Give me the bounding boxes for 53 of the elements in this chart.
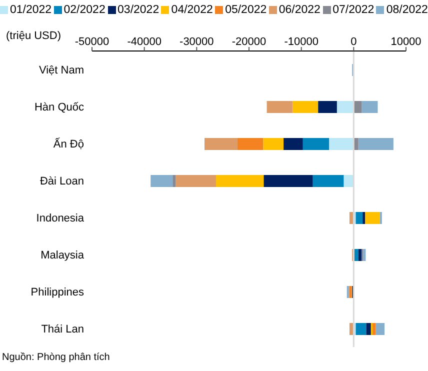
bar	[237, 138, 264, 150]
bar	[312, 175, 344, 187]
legend-label: 04/2022	[170, 4, 213, 16]
bar	[363, 249, 366, 261]
bar	[366, 323, 371, 335]
bar	[216, 175, 264, 187]
legend-label: 02/2022	[62, 4, 106, 16]
y-tick-label: Đài Loan	[40, 175, 84, 188]
bar	[344, 175, 354, 187]
bar	[358, 138, 394, 150]
y-tick-label: Thái Lan	[41, 323, 84, 336]
y-tick-label: Hàn Quốc	[34, 101, 84, 114]
text: Nguồn: Phòng phân tích	[2, 352, 110, 363]
y-tick-label: Việt Nam	[38, 64, 84, 76]
legend-label: 08/2022	[385, 4, 428, 16]
bar	[336, 101, 354, 113]
bar	[266, 101, 292, 113]
bar	[172, 175, 176, 187]
y-tick-label: Malaysia	[40, 249, 85, 262]
y-tick-label: Ấn Độ	[53, 137, 84, 150]
x-axis-title: (triệu USD)	[6, 30, 62, 42]
bar	[356, 212, 363, 224]
bar	[376, 323, 385, 335]
x-tick-label: -10000	[284, 36, 318, 48]
bar	[318, 101, 337, 113]
x-tick-label: -20000	[232, 36, 266, 48]
bar	[302, 138, 330, 150]
bar	[358, 249, 362, 261]
bar	[372, 323, 376, 335]
bar	[356, 323, 366, 335]
x-tick-label: -40000	[127, 36, 162, 48]
x-tick-label: 0	[350, 36, 357, 48]
bar	[263, 138, 284, 150]
x-tick-label: -30000	[180, 36, 214, 48]
bar	[362, 101, 378, 113]
bar	[176, 175, 216, 187]
bar	[362, 212, 366, 224]
legend-label: 01/2022	[9, 4, 52, 16]
bar	[365, 212, 380, 224]
x-tick-label: 10000	[390, 36, 422, 48]
y-tick-label: Philippines	[30, 286, 84, 298]
bar	[264, 175, 313, 187]
bar	[329, 138, 354, 150]
x-tick-label: -50000	[74, 36, 110, 48]
legend-label: 05/2022	[224, 4, 267, 16]
legend-label: 03/2022	[116, 4, 160, 16]
legend-label: 06/2022	[278, 4, 320, 16]
bar	[204, 138, 238, 150]
bar	[150, 175, 173, 187]
bar	[284, 138, 303, 150]
legend-label: 07/2022	[332, 4, 374, 16]
y-tick-label: Indonesia	[36, 212, 85, 224]
bar	[292, 101, 318, 113]
